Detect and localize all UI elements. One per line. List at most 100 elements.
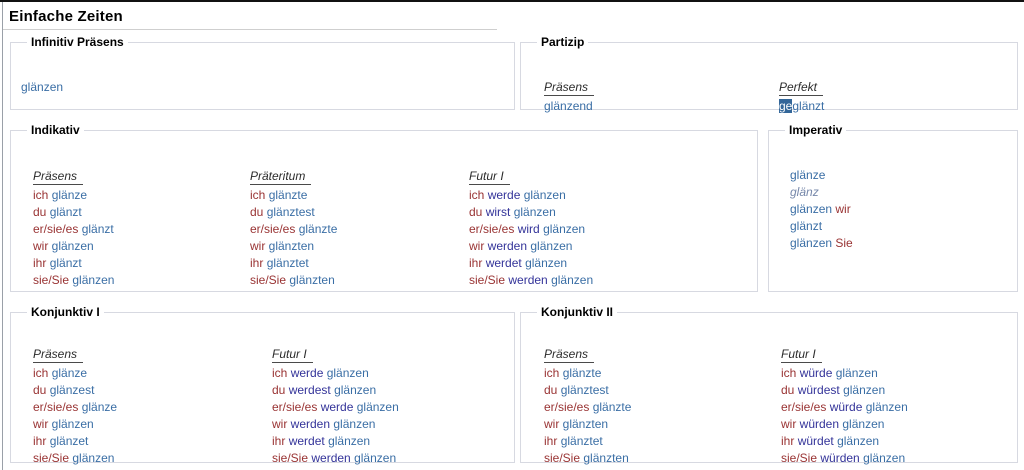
conjugation-line: er/sie/es glänzt xyxy=(33,221,114,238)
verb-form: glänzen xyxy=(525,256,568,270)
verb-form: glänzen xyxy=(21,80,64,94)
pronoun: du xyxy=(272,383,286,397)
conjugation-list: ich werde glänzen du wirst glänzen er/sie/… xyxy=(469,187,593,289)
pronoun: ihr xyxy=(33,434,47,448)
verb-form: glänzend xyxy=(544,99,593,113)
verb-form: glänzen xyxy=(530,239,573,253)
verb-form: glänztet xyxy=(266,256,309,270)
pronoun: Sie xyxy=(835,236,853,250)
section-legend-indikativ: Indikativ xyxy=(31,123,80,137)
conjugation-line: wir glänzten xyxy=(544,416,631,433)
auxiliary-verb: wirst xyxy=(485,205,511,219)
verb-form: glänzte xyxy=(562,366,602,380)
pronoun: ihr xyxy=(33,256,47,270)
conjugation-line: sie/Sie würden glänzen xyxy=(781,450,908,467)
verb-form: glänzen xyxy=(328,434,371,448)
verb-form: glänzen xyxy=(842,417,885,431)
conjugation-list: ich glänzte du glänztest er/sie/es glänzte… xyxy=(250,187,337,289)
verb-form: glänztest xyxy=(266,205,315,219)
conjugation-line: wir glänzten xyxy=(250,238,337,255)
verb-form: glänzen xyxy=(354,451,397,465)
section-infinitiv-praesens: Infinitiv Präsens glänzen xyxy=(10,35,515,110)
pronoun: ich xyxy=(469,188,485,202)
conjugation-line: sie/Sie glänzten xyxy=(544,450,631,467)
verb-form: glänzen xyxy=(334,383,377,397)
auxiliary-verb: werdest xyxy=(288,383,331,397)
verb-form: glänzt xyxy=(792,99,825,113)
conjugation-list: ich würde glänzen du würdest glänzen er/si… xyxy=(781,365,908,467)
auxiliary-verb: würde xyxy=(829,400,863,414)
verb-form: glänzen xyxy=(72,451,115,465)
verb-form: glänzte xyxy=(268,188,308,202)
auxiliary-verb: würdest xyxy=(797,383,840,397)
verb-form: glänzen xyxy=(543,222,586,236)
section-legend-konjunktiv-2: Konjunktiv II xyxy=(541,305,613,319)
section-imperativ: Imperativ glänze glänz glänzen wir glänzt gl… xyxy=(768,123,1018,292)
column-konjunktiv2-praesens: Präsens ich glänzte du glänztest er/sie/es… xyxy=(544,345,631,467)
section-legend-partizip: Partizip xyxy=(541,35,585,49)
pronoun: wir xyxy=(33,239,49,253)
verb-form: glänzten xyxy=(268,239,315,253)
pronoun: ich xyxy=(781,366,797,380)
column-konjunktiv2-futur1: Futur I ich würde glänzen du würdest glän… xyxy=(781,345,908,467)
column-indikativ-futur1: Futur I ich werde glänzen du wirst glänze… xyxy=(469,167,593,289)
pronoun: wir xyxy=(781,417,797,431)
tense-header-futur1: Futur I xyxy=(272,347,313,363)
conjugation-line: wir werden glänzen xyxy=(469,238,593,255)
verb-form: glänzen xyxy=(551,273,594,287)
verb-form: glänze xyxy=(790,168,826,182)
auxiliary-verb: würden xyxy=(799,417,840,431)
pronoun: er/sie/es xyxy=(781,400,827,414)
pronoun: du xyxy=(33,383,47,397)
pronoun: du xyxy=(469,205,483,219)
conjugation-line: du würdest glänzen xyxy=(781,382,908,399)
verb-form: glänze xyxy=(51,188,88,202)
verb-form: glänzten xyxy=(562,417,609,431)
verb-form: glänzt xyxy=(49,256,82,270)
pronoun: wir xyxy=(33,417,49,431)
conjugation-list: ich werde glänzen du werdest glänzen er/si… xyxy=(272,365,399,467)
conjugation-line: ihr glänzet xyxy=(33,433,117,450)
tense-header-praeteritum: Präteritum xyxy=(250,169,312,185)
pronoun: wir xyxy=(272,417,288,431)
verb-form: glänzen xyxy=(837,434,880,448)
verb-form: glänzen xyxy=(326,366,369,380)
auxiliary-verb: werden xyxy=(290,417,331,431)
verb-form: glänzest xyxy=(49,383,95,397)
verb-form: glänzen xyxy=(790,202,833,216)
pronoun: er/sie/es xyxy=(544,400,590,414)
conjugation-line: ihr glänzt xyxy=(33,255,114,272)
conjugation-line: ich glänze xyxy=(33,365,117,382)
pronoun: ich xyxy=(250,188,266,202)
tense-header-praesens: Präsens xyxy=(544,80,595,96)
conjugation-list: geglänzt xyxy=(779,98,824,115)
conjugation-line: er/sie/es wird glänzen xyxy=(469,221,593,238)
pronoun: du xyxy=(250,205,264,219)
column-konjunktiv1-praesens: Präsens ich glänze du glänzest er/sie/es g… xyxy=(33,345,117,467)
conjugation-line: er/sie/es glänzte xyxy=(250,221,337,238)
tense-header-futur1: Futur I xyxy=(469,169,510,185)
verb-form-variant: glänz xyxy=(790,185,819,199)
section-legend-imperativ: Imperativ xyxy=(789,123,843,137)
pronoun: ich xyxy=(33,366,49,380)
verb-form: glänzt xyxy=(790,219,823,233)
conjugation-line: ihr glänztet xyxy=(250,255,337,272)
auxiliary-verb: werde xyxy=(487,188,521,202)
section-konjunktiv-1: Konjunktiv I Präsens ich glänze du glänze… xyxy=(10,305,515,465)
conjugation-line: du glänztest xyxy=(544,382,631,399)
conjugation-line: sie/Sie glänzen xyxy=(33,272,114,289)
section-partizip: Partizip Präsens glänzend Perfekt geglän… xyxy=(520,35,1018,113)
verb-form: glänzen xyxy=(51,417,94,431)
conjugation-list: ich glänze du glänzest er/sie/es glänze wir… xyxy=(33,365,117,467)
window-left-edge xyxy=(2,2,3,470)
tense-header-futur1: Futur I xyxy=(781,347,822,363)
conjugation-line: wir würden glänzen xyxy=(781,416,908,433)
pronoun: er/sie/es xyxy=(272,400,318,414)
verb-form: glänzte xyxy=(592,400,632,414)
conjugation-line: glänzen xyxy=(21,79,63,96)
conjugation-list: ich glänzte du glänztest er/sie/es glänzte… xyxy=(544,365,631,467)
conjugation-line: ihr werdet glänzen xyxy=(272,433,399,450)
auxiliary-verb: werdet xyxy=(288,434,325,448)
conjugation-line: du glänztest xyxy=(250,204,337,221)
